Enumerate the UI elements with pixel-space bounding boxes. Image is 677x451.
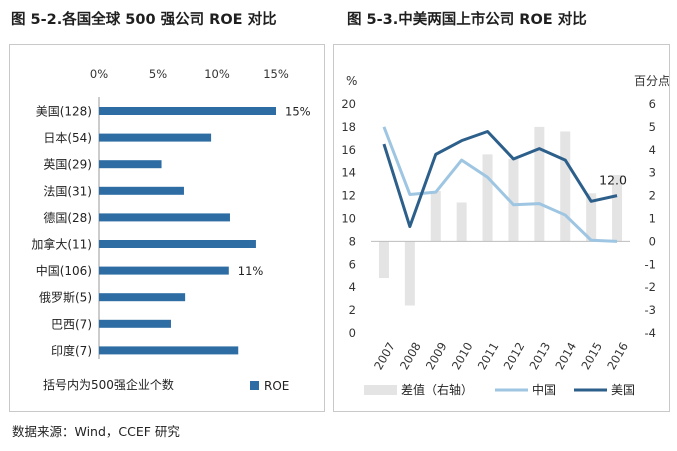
right-y-tick-label: 0	[649, 234, 656, 248]
category-label: 法国(31)	[43, 184, 92, 198]
roe-comparison-chart: % 百分点02468101214161820-4-3-2-1012345612.0…	[341, 74, 670, 397]
legend-swatch-roe	[250, 381, 259, 390]
left-y-tick-label: 14	[341, 166, 356, 180]
right-y-tick-label: 4	[649, 143, 656, 157]
left-y-tick-label: 6	[349, 257, 356, 271]
roe-bar	[99, 213, 230, 222]
left-y-tick-label: 20	[341, 97, 356, 111]
right-y-tick-label: -1	[645, 257, 656, 271]
roe-bar	[99, 293, 186, 302]
category-label: 美国(128)	[36, 105, 92, 119]
us-latest-annotation: 12.0	[599, 173, 627, 188]
legend-label-difference: 差值（右轴）	[401, 382, 473, 397]
x-tick-label: 2009	[423, 340, 450, 372]
x-tick-label: 2013	[527, 340, 554, 372]
left-y-tick-label: 12	[341, 189, 356, 203]
chart-note: 括号内为500强企业个数	[43, 377, 174, 392]
left-y-tick-label: 18	[341, 120, 356, 134]
roe-bar	[99, 160, 162, 169]
legend-label-us: 美国	[611, 383, 635, 397]
left-y-tick-label: 0	[349, 326, 356, 340]
x-tick-label: 2012	[501, 340, 528, 372]
left-y-tick-label: 8	[349, 234, 356, 248]
x-tick-label: 2007	[371, 340, 398, 372]
difference-bar	[560, 131, 571, 242]
difference-bar	[612, 174, 623, 242]
category-label: 印度(7)	[51, 343, 92, 358]
left-y-tick-label: 2	[349, 303, 356, 317]
legend-label-china: 中国	[532, 382, 556, 397]
category-label: 俄罗斯(5)	[39, 291, 92, 305]
difference-bar	[586, 193, 597, 242]
bar-value-label: 11%	[238, 264, 264, 278]
right-y-tick-label: 2	[649, 189, 656, 203]
right-y-tick-label: -2	[645, 280, 656, 294]
us-roe-line	[382, 129, 618, 229]
category-label: 英国(29)	[43, 158, 92, 172]
difference-bar	[508, 158, 519, 242]
roe-bar	[99, 186, 184, 195]
x-tick-label: 2016	[604, 340, 631, 372]
right-y-tick-label: 5	[649, 120, 656, 134]
x-tick-label: 2015	[578, 340, 605, 372]
x-tick-label: 15%	[263, 67, 289, 81]
right-axis-unit: 百分点	[634, 74, 669, 88]
x-tick-label: 2011	[475, 340, 502, 372]
category-label: 巴西(7)	[51, 317, 92, 331]
right-chart-title: 图 5-3.中美两国上市公司 ROE 对比	[347, 12, 587, 28]
left-y-tick-label: 4	[349, 280, 356, 294]
x-tick-label: 0%	[90, 67, 108, 81]
difference-bar	[482, 154, 493, 242]
x-tick-label: 2014	[552, 340, 579, 372]
roe-bar	[99, 319, 171, 328]
right-y-tick-label: 1	[649, 212, 656, 226]
difference-bar	[534, 126, 545, 242]
x-tick-label: 10%	[204, 67, 230, 81]
category-label: 日本(54)	[43, 131, 92, 145]
category-label: 中国(106)	[36, 263, 92, 278]
difference-bar	[404, 241, 415, 306]
x-tick-label: 5%	[149, 67, 167, 81]
right-chart-panel: % 百分点 0 2 4 6 8 10 12 14 16 18 20 -4 -3 -2 -1 0 1 2 3 4 5 6 12.0…	[333, 44, 670, 412]
right-y-tick-label: 3	[649, 166, 656, 180]
legend-swatch-difference	[364, 385, 397, 395]
right-y-tick-label: -4	[645, 326, 656, 340]
roe-bar-chart: 0% 5% 10% 15% 美国(128) 15% 日本(54) 英国(29) 法国(31) 德国…	[31, 67, 311, 393]
roe-bar	[99, 133, 212, 142]
left-y-tick-label: 16	[341, 143, 356, 157]
roe-bar	[99, 346, 239, 355]
legend-label-roe: ROE	[264, 379, 289, 393]
right-y-tick-label: -3	[645, 303, 656, 317]
right-y-tick-label: 6	[649, 97, 656, 111]
x-tick-label: 2010	[449, 340, 476, 372]
category-label: 加拿大(11)	[31, 237, 92, 252]
left-chart-panel: 0% 5% 10% 15% 美国(128) 15% 日本(54) 英国(29) 法国(31) 德国…	[9, 44, 325, 412]
bar-value-label: 15%	[285, 105, 311, 119]
roe-bar	[99, 107, 276, 115]
left-axis-unit: %	[346, 74, 357, 88]
data-source-note: 数据来源：Wind，CCEF 研究	[12, 424, 180, 439]
difference-bar	[378, 241, 389, 279]
category-label: 德国(28)	[43, 210, 92, 225]
difference-bar	[456, 202, 467, 242]
roe-bar	[99, 266, 229, 275]
roe-bar	[99, 240, 256, 248]
x-tick-label: 2008	[397, 340, 424, 372]
left-chart-title: 图 5-2.各国全球 500 强公司 ROE 对比	[11, 12, 277, 28]
left-y-tick-label: 10	[341, 212, 356, 226]
difference-bar	[430, 191, 441, 242]
